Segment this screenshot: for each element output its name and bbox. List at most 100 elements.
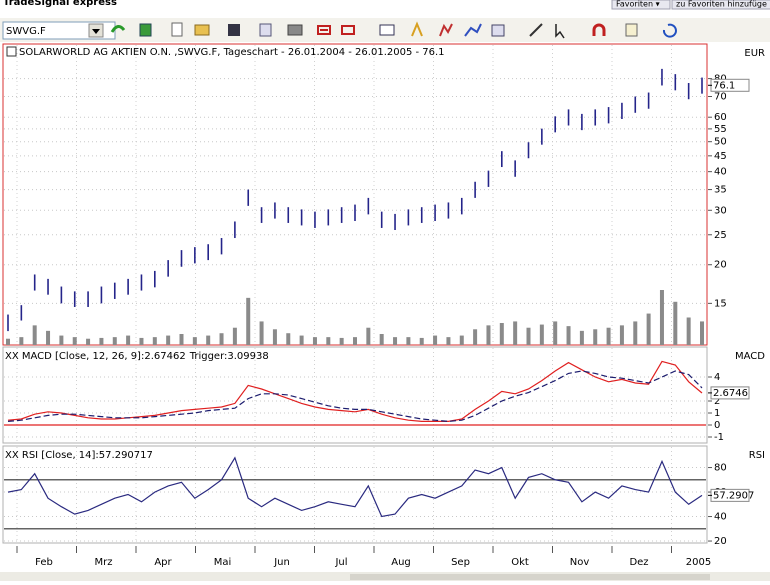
volume-bar bbox=[633, 321, 638, 345]
volume-bar bbox=[486, 325, 491, 345]
volume-bar bbox=[366, 327, 371, 345]
toolbar-icon[interactable] bbox=[171, 22, 183, 37]
panel bbox=[2, 346, 708, 444]
toolbar-icon[interactable] bbox=[228, 24, 240, 36]
symbol-combobox[interactable] bbox=[2, 21, 116, 40]
toolbar-icon[interactable] bbox=[662, 23, 677, 38]
volume-bar bbox=[152, 337, 157, 345]
volume-bar bbox=[32, 325, 37, 345]
volume-bar bbox=[473, 329, 478, 345]
toolbar-icon[interactable] bbox=[317, 25, 331, 35]
volume-bar bbox=[206, 335, 211, 345]
add-favorite-button[interactable] bbox=[671, 0, 770, 10]
panel bbox=[2, 43, 708, 346]
volume-bar bbox=[379, 334, 384, 345]
volume-bar bbox=[673, 301, 678, 345]
volume-bar bbox=[433, 335, 438, 345]
toolbar-icon[interactable] bbox=[341, 25, 355, 35]
y-tick-label: -1 bbox=[714, 432, 724, 443]
y-tick-label: 2 bbox=[714, 396, 720, 407]
volume-bar bbox=[192, 337, 197, 345]
add-favorite-label[interactable]: zu Favoriten hinzufüge bbox=[676, 0, 767, 9]
app-title: TradeSignal express bbox=[3, 0, 117, 8]
y-tick-label: 50 bbox=[714, 137, 727, 148]
volume-bar bbox=[272, 329, 277, 345]
toolbar-icon[interactable] bbox=[379, 24, 395, 36]
series-line bbox=[7, 370, 703, 423]
volume-bar bbox=[526, 327, 531, 345]
volume-bar bbox=[166, 335, 171, 345]
legend-entry: XX MACD [Close, 12, 26, 9]:2.67462 bbox=[5, 351, 186, 362]
volume-bar bbox=[86, 338, 91, 345]
y-tick-label: 45 bbox=[714, 151, 727, 162]
price-axis-area bbox=[708, 43, 770, 543]
x-tick-label: 2005 bbox=[686, 557, 711, 568]
toolbar-icon[interactable] bbox=[555, 24, 565, 39]
volume-bar bbox=[219, 333, 224, 345]
y-tick-label: 0 bbox=[714, 420, 720, 431]
toolbar-icon[interactable] bbox=[592, 23, 606, 36]
toolbar-icon[interactable] bbox=[194, 24, 210, 36]
last-value-label: 76.1 bbox=[713, 80, 735, 91]
volume-bar bbox=[659, 290, 664, 345]
legend-entry: Trigger:3.09938 bbox=[189, 351, 269, 362]
y-tick-label: 4 bbox=[714, 372, 720, 383]
volume-bar bbox=[286, 333, 291, 345]
x-tick-label: Nov bbox=[570, 557, 590, 568]
volume-bar bbox=[59, 335, 64, 345]
y-tick-label: 15 bbox=[714, 298, 727, 309]
x-tick-label: Mrz bbox=[95, 557, 113, 568]
volume-bar bbox=[326, 337, 331, 345]
y-tick-label: 30 bbox=[714, 205, 727, 216]
x-tick-label: Jul bbox=[334, 557, 347, 568]
chart-title: SOLARWORLD AG AKTIEN O.N. ,SWVG.F, Tages… bbox=[19, 47, 445, 58]
toolbar-icon[interactable] bbox=[287, 24, 303, 36]
volume-bar bbox=[6, 338, 10, 345]
volume-bar bbox=[339, 337, 344, 345]
x-tick-label: Jun bbox=[273, 557, 290, 568]
last-value-label: 2.6746 bbox=[713, 388, 748, 399]
volume-bar bbox=[112, 337, 117, 345]
volume-bar bbox=[619, 325, 624, 345]
dropdown-arrow bbox=[92, 29, 100, 34]
toolbar-icon[interactable] bbox=[139, 23, 152, 37]
volume-bar bbox=[446, 337, 451, 345]
toolbar-icon[interactable] bbox=[259, 23, 272, 37]
favorites-label[interactable]: Favoriten ▾ bbox=[616, 0, 660, 9]
volume-bar bbox=[299, 335, 304, 345]
volume-bar bbox=[353, 337, 357, 345]
volume-bar bbox=[393, 337, 398, 345]
y-tick-label: 1 bbox=[714, 408, 720, 419]
y-tick-label: 35 bbox=[714, 185, 727, 196]
toolbar-icon[interactable] bbox=[439, 23, 453, 37]
axis-header: RSI bbox=[749, 450, 765, 461]
favorites-button[interactable] bbox=[611, 0, 671, 10]
symbol-text[interactable]: SWVG.F bbox=[6, 26, 46, 37]
title-icon bbox=[6, 46, 17, 57]
scrollbar-thumb[interactable] bbox=[350, 574, 710, 580]
toolbar-icon[interactable] bbox=[529, 23, 543, 37]
volume-bar bbox=[99, 337, 104, 345]
volume-bar bbox=[259, 321, 264, 345]
panel bbox=[2, 445, 708, 544]
volume-bar bbox=[646, 313, 651, 345]
volume-bar bbox=[312, 337, 317, 345]
x-tick-label: Sep bbox=[451, 557, 470, 568]
volume-bar bbox=[513, 321, 518, 345]
toolbar-icon[interactable] bbox=[411, 21, 423, 37]
toolbar-icon[interactable] bbox=[464, 23, 482, 37]
y-tick-label: 25 bbox=[714, 230, 727, 241]
toolbar-icon[interactable] bbox=[110, 25, 126, 33]
x-tick-label: Aug bbox=[391, 557, 411, 568]
volume-bar bbox=[72, 337, 77, 345]
volume-bar bbox=[459, 335, 464, 345]
y-tick-label: 40 bbox=[714, 167, 727, 178]
series-line bbox=[7, 456, 703, 518]
volume-bar bbox=[419, 337, 424, 345]
volume-bar bbox=[566, 326, 571, 345]
legend-entry: XX RSI [Close, 14]:57.290717 bbox=[5, 450, 153, 461]
toolbar-icon[interactable] bbox=[625, 23, 638, 37]
volume-bar bbox=[232, 327, 237, 345]
toolbar-icon[interactable] bbox=[491, 24, 505, 37]
x-tick-label: Dez bbox=[629, 557, 648, 568]
